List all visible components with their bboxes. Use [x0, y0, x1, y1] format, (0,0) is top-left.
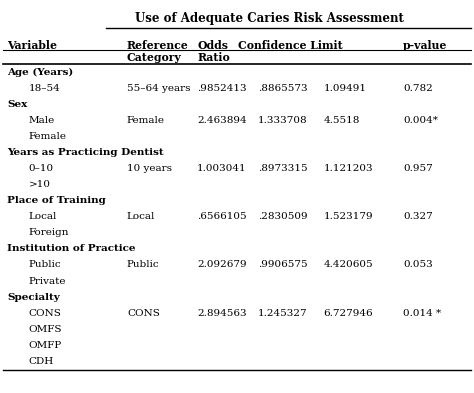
Text: Reference
Category: Reference Category — [127, 40, 189, 63]
Text: 55–64 years: 55–64 years — [127, 84, 191, 93]
Text: .2830509: .2830509 — [258, 212, 308, 221]
Text: 0.053: 0.053 — [403, 261, 433, 270]
Text: 6.727946: 6.727946 — [324, 309, 374, 318]
Text: 1.523179: 1.523179 — [324, 212, 374, 221]
Text: OMFP: OMFP — [28, 341, 62, 350]
Text: 1.245327: 1.245327 — [258, 309, 308, 318]
Text: Confidence Limit: Confidence Limit — [238, 40, 343, 51]
Text: Variable: Variable — [8, 40, 57, 51]
Text: .8865573: .8865573 — [258, 84, 308, 93]
Text: Female: Female — [127, 116, 165, 125]
Text: 0.782: 0.782 — [403, 84, 433, 93]
Text: 2.894563: 2.894563 — [197, 309, 247, 318]
Text: 1.003041: 1.003041 — [197, 164, 247, 173]
Text: p-value: p-value — [403, 40, 447, 51]
Text: >10: >10 — [28, 180, 51, 189]
Text: Public: Public — [28, 261, 61, 270]
Text: Public: Public — [127, 261, 160, 270]
Text: CONS: CONS — [28, 309, 62, 318]
Text: Female: Female — [28, 132, 66, 141]
Text: Local: Local — [127, 212, 155, 221]
Text: 1.121203: 1.121203 — [324, 164, 374, 173]
Text: 2.092679: 2.092679 — [197, 261, 247, 270]
Text: Age (Years): Age (Years) — [8, 68, 74, 77]
Text: Odds
Ratio: Odds Ratio — [197, 40, 230, 63]
Text: 1.09491: 1.09491 — [324, 84, 367, 93]
Text: .9852413: .9852413 — [197, 84, 247, 93]
Text: CONS: CONS — [127, 309, 160, 318]
Text: CDH: CDH — [28, 357, 54, 366]
Text: 18–54: 18–54 — [28, 84, 60, 93]
Text: 0.014 *: 0.014 * — [403, 309, 441, 318]
Text: OMFS: OMFS — [28, 325, 62, 334]
Text: 4.5518: 4.5518 — [324, 116, 360, 125]
Text: 0–10: 0–10 — [28, 164, 54, 173]
Text: Sex: Sex — [8, 100, 27, 108]
Text: 10 years: 10 years — [127, 164, 172, 173]
Text: 1.333708: 1.333708 — [258, 116, 308, 125]
Text: Private: Private — [28, 277, 66, 285]
Text: .8973315: .8973315 — [258, 164, 308, 173]
Text: 0.004*: 0.004* — [403, 116, 438, 125]
Text: Male: Male — [28, 116, 55, 125]
Text: Specialty: Specialty — [8, 292, 60, 301]
Text: Place of Training: Place of Training — [8, 196, 106, 205]
Text: Local: Local — [28, 212, 57, 221]
Text: Institution of Practice: Institution of Practice — [8, 244, 136, 253]
Text: .6566105: .6566105 — [197, 212, 247, 221]
Text: Years as Practicing Dentist: Years as Practicing Dentist — [8, 148, 164, 157]
Text: .9906575: .9906575 — [258, 261, 308, 270]
Text: 4.420605: 4.420605 — [324, 261, 374, 270]
Text: 2.463894: 2.463894 — [197, 116, 247, 125]
Text: 0.327: 0.327 — [403, 212, 433, 221]
Text: Use of Adequate Caries Risk Assessment: Use of Adequate Caries Risk Assessment — [136, 13, 404, 26]
Text: Foreign: Foreign — [28, 228, 69, 237]
Text: 0.957: 0.957 — [403, 164, 433, 173]
